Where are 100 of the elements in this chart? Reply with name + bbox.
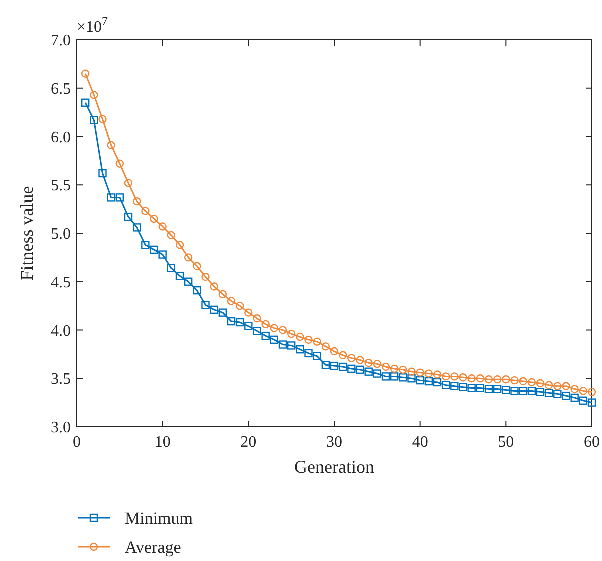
point	[348, 364, 356, 374]
point	[270, 324, 279, 332]
point	[382, 372, 390, 381]
point	[116, 194, 124, 202]
point	[528, 378, 536, 387]
point	[150, 214, 158, 224]
point	[81, 98, 90, 107]
x-tick-label: 10	[154, 434, 171, 451]
point	[424, 370, 434, 378]
point	[330, 362, 339, 370]
point	[424, 377, 434, 386]
point	[142, 241, 150, 250]
point	[356, 356, 364, 364]
point	[570, 394, 579, 402]
point	[107, 141, 116, 150]
x-tick-label: 40	[412, 434, 428, 451]
point	[176, 241, 184, 250]
point	[468, 374, 476, 383]
point	[373, 370, 382, 378]
point	[510, 387, 519, 396]
point	[218, 308, 228, 317]
point	[536, 388, 545, 396]
point	[519, 377, 528, 386]
x-tick-label: 20	[240, 434, 257, 451]
point	[408, 368, 416, 376]
point	[554, 390, 562, 398]
point	[544, 381, 554, 390]
y-tick-label: 7.0	[51, 32, 71, 50]
point	[562, 392, 570, 400]
point	[90, 116, 98, 124]
point	[262, 332, 270, 340]
y-tick-label: 5.0	[51, 226, 71, 244]
point	[253, 327, 262, 336]
point	[528, 387, 536, 396]
point	[184, 278, 193, 286]
y-tick-label: 3.0	[51, 420, 71, 437]
point	[236, 302, 244, 310]
point	[442, 381, 450, 390]
point	[313, 338, 322, 346]
point	[348, 354, 356, 362]
point	[390, 372, 399, 381]
y-tick-label: 5.5	[51, 178, 71, 195]
text: ×10$^{7}$	[77, 14, 108, 36]
y-tick-label: 3.5	[51, 371, 71, 388]
point	[399, 366, 408, 374]
point	[579, 387, 588, 396]
point	[416, 376, 424, 385]
point	[570, 385, 579, 394]
x-tick-label: 60	[584, 434, 600, 451]
point	[184, 254, 193, 262]
y-tick-label: 4.0	[51, 322, 71, 340]
point	[442, 372, 450, 381]
point	[132, 197, 142, 206]
point	[244, 308, 253, 317]
point	[330, 347, 339, 356]
point	[476, 384, 485, 392]
y-axis-title: Fitness value	[17, 186, 37, 281]
point	[322, 360, 330, 370]
point	[433, 370, 442, 379]
x-tick-label: 50	[498, 434, 514, 451]
point	[382, 362, 390, 372]
point	[338, 362, 348, 372]
y-tick-label: 6.0	[51, 129, 71, 146]
point	[450, 382, 459, 390]
point	[459, 374, 468, 382]
point	[356, 366, 364, 374]
point	[493, 385, 502, 394]
point	[167, 231, 176, 240]
point	[544, 389, 554, 398]
point	[536, 379, 545, 388]
x-tick-label: 0	[73, 434, 81, 451]
point	[296, 346, 304, 354]
point	[158, 222, 167, 231]
point	[408, 374, 416, 383]
point	[227, 297, 236, 306]
point	[98, 169, 107, 178]
point	[468, 384, 476, 392]
point	[579, 396, 588, 405]
point	[433, 378, 442, 387]
point	[236, 318, 244, 327]
point	[202, 300, 210, 310]
point	[484, 385, 494, 394]
point	[90, 91, 98, 100]
point	[158, 250, 167, 259]
point	[193, 286, 202, 295]
point	[124, 212, 133, 222]
y-tick-label: 4.5	[51, 274, 71, 292]
point	[562, 382, 570, 390]
point	[459, 383, 468, 392]
point	[116, 160, 124, 168]
point	[296, 332, 304, 342]
point	[287, 342, 296, 350]
point	[124, 179, 133, 188]
point	[476, 374, 485, 383]
point	[304, 336, 313, 344]
point	[364, 359, 373, 368]
legend-label: Minimum	[125, 508, 194, 528]
point	[502, 375, 510, 384]
point	[253, 314, 262, 323]
x-tick-label: 30	[326, 434, 342, 451]
